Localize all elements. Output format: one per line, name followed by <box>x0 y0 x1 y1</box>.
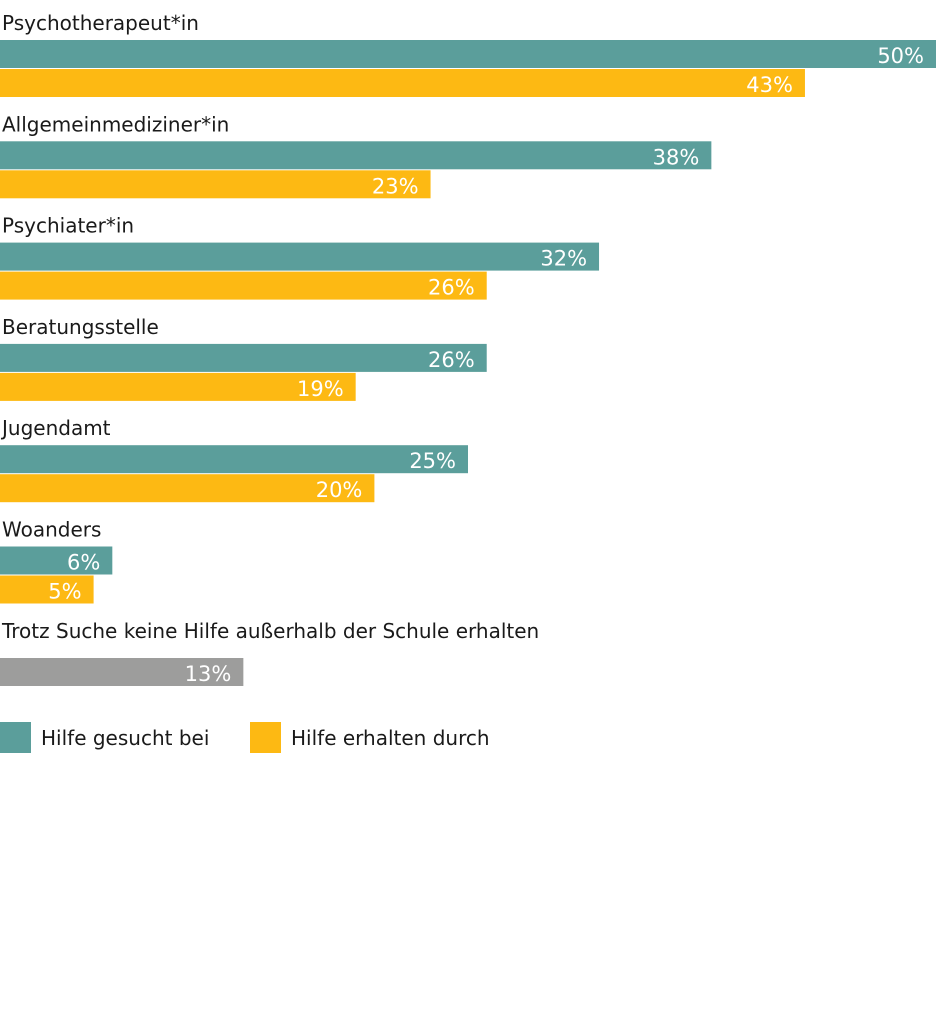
legend-label: Hilfe gesucht bei <box>41 726 209 750</box>
data-label: 25% <box>409 449 456 473</box>
bar-group: Jugendamt 25% 20% <box>0 416 468 503</box>
data-label: 32% <box>540 247 587 271</box>
bar-hilfe-gesucht <box>0 445 468 474</box>
bar-group: Beratungsstelle 26% 19% <box>0 315 487 401</box>
bar-hilfe-erhalten <box>0 575 94 604</box>
bar-keine-hilfe <box>0 658 244 686</box>
category-label: Psychiater*in <box>2 214 134 238</box>
legend-swatch <box>0 722 31 753</box>
legend: Hilfe gesucht bei Hilfe erhalten durch <box>0 722 490 753</box>
bar-hilfe-gesucht <box>0 242 600 271</box>
extra-category-label: Trotz Suche keine Hilfe außerhalb der Sc… <box>1 619 539 643</box>
category-label: Jugendamt <box>0 416 111 440</box>
legend-item: Hilfe erhalten durch <box>250 722 490 753</box>
data-label: 5% <box>48 580 81 604</box>
data-label: 43% <box>746 73 793 97</box>
bar-hilfe-erhalten <box>0 271 487 300</box>
data-label: 26% <box>428 348 475 372</box>
data-label: 23% <box>372 174 419 198</box>
category-label: Woanders <box>2 518 101 542</box>
legend-swatch <box>250 722 281 753</box>
legend-label: Hilfe erhalten durch <box>291 726 490 750</box>
data-label: 38% <box>653 145 700 169</box>
category-label: Beratungsstelle <box>2 315 159 339</box>
data-label: 26% <box>428 276 475 300</box>
bar-hilfe-gesucht <box>0 141 712 170</box>
bar-hilfe-gesucht <box>0 546 113 575</box>
data-label: 20% <box>316 478 363 502</box>
bar-hilfe-gesucht <box>0 343 487 372</box>
bar-hilfe-erhalten <box>0 69 805 97</box>
bar-hilfe-erhalten <box>0 170 431 199</box>
category-label: Allgemeinmediziner*in <box>2 112 229 136</box>
extra-bar-group: Trotz Suche keine Hilfe außerhalb der Sc… <box>0 619 539 686</box>
legend-item: Hilfe gesucht bei <box>0 722 209 753</box>
bar-group: Psychiater*in 32% 26% <box>0 214 600 300</box>
data-label: 13% <box>185 662 232 686</box>
bar-groups: Psychotherapeut*in 50% 43% Allgemeinmedizin… <box>0 11 936 604</box>
bar-hilfe-erhalten <box>0 474 375 503</box>
bar-group: Woanders 6% 5% <box>0 518 113 604</box>
bar-group: Psychotherapeut*in 50% 43% <box>0 11 936 97</box>
data-label: 6% <box>67 551 100 575</box>
data-label: 19% <box>297 377 344 401</box>
bar-group: Allgemeinmediziner*in 38% 23% <box>0 112 712 199</box>
bar-hilfe-erhalten <box>0 372 356 401</box>
bar-hilfe-gesucht <box>0 40 936 68</box>
data-label: 50% <box>877 44 924 68</box>
category-label: Psychotherapeut*in <box>2 11 199 35</box>
